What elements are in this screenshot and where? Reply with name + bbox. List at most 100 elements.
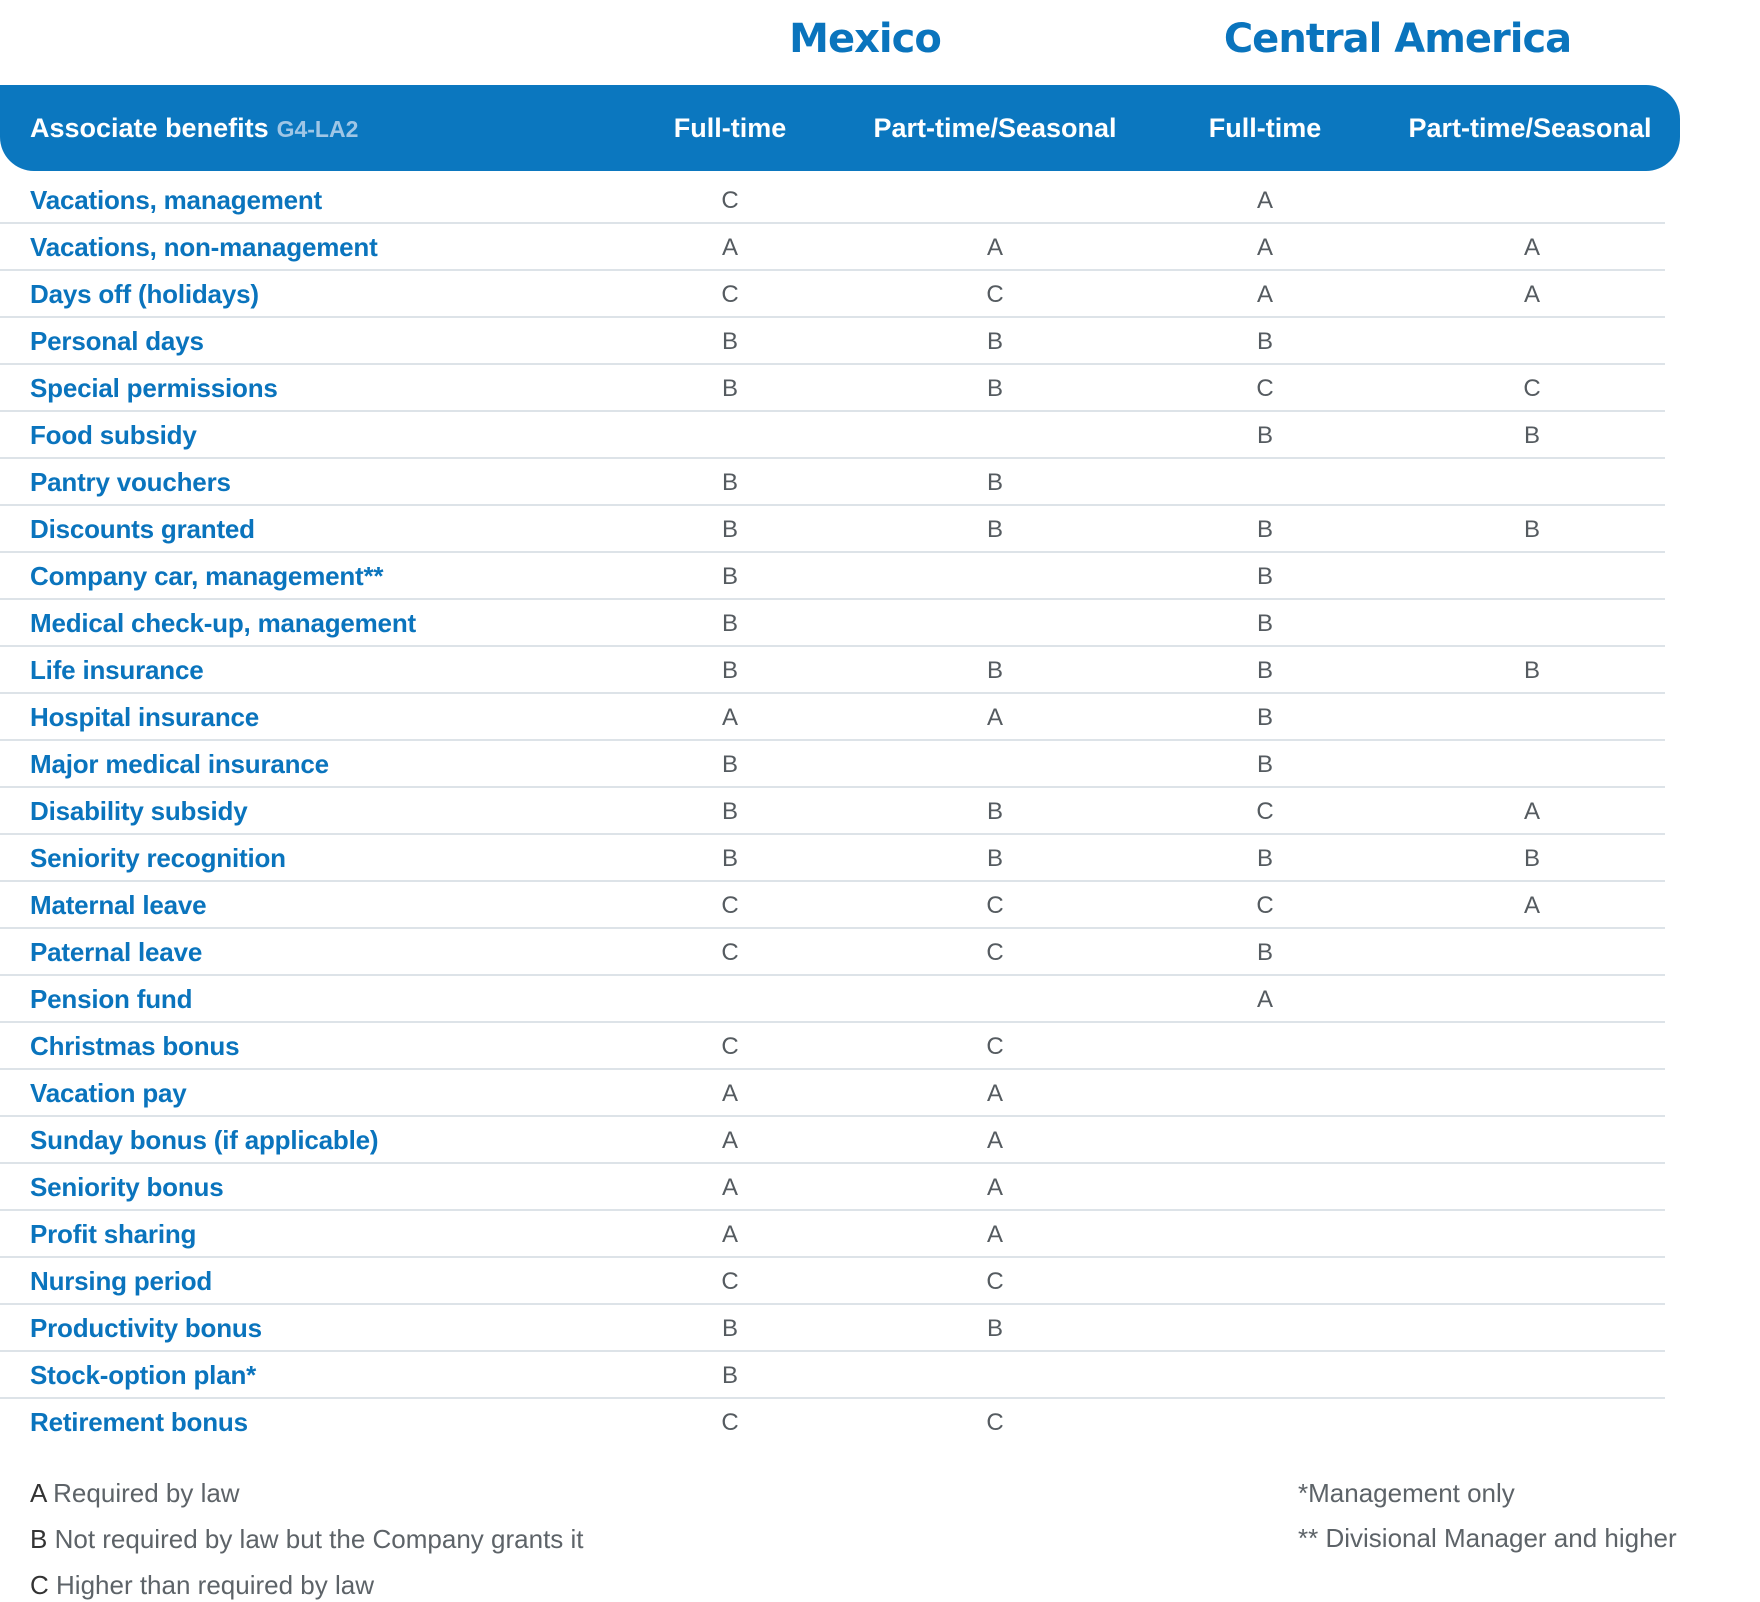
cell-mexico-part-time: B	[986, 375, 1003, 402]
cell-mexico-full-time: C	[721, 939, 739, 966]
cell-mexico-full-time: B	[721, 845, 738, 872]
cell-mexico-part-time: A	[986, 1080, 1003, 1107]
table-row: Disability subsidy B B C A	[0, 788, 1760, 835]
cell-ca-part-time: A	[1523, 798, 1540, 825]
cell-mexico-part-time: C	[986, 1409, 1004, 1436]
cell-ca-full-time: B	[1256, 751, 1273, 778]
header-ca-part-time: Part-time/Seasonal	[1408, 113, 1652, 143]
table-row: Vacations, non-management A A A A	[0, 224, 1760, 271]
cell-ca-full-time: B	[1256, 704, 1273, 731]
cell-mexico-full-time: C	[721, 1268, 739, 1295]
cell-ca-part-time: B	[1523, 516, 1540, 543]
cell-mexico-full-time: B	[721, 610, 738, 637]
cell-mexico-full-time: B	[721, 751, 738, 778]
table-row: Company car, management** B B	[0, 553, 1760, 600]
cell-mexico-part-time: C	[986, 1268, 1004, 1295]
cell-mexico-full-time: A	[721, 1127, 738, 1154]
legend-text: Not required by law but the Company gran…	[54, 1524, 584, 1554]
table-row: Pantry vouchers B B	[0, 459, 1760, 506]
cell-mexico-part-time: A	[986, 1221, 1003, 1248]
cell-ca-full-time: C	[1256, 375, 1274, 402]
benefit-label: Sunday bonus (if applicable)	[30, 1125, 379, 1155]
benefit-label: Pension fund	[30, 984, 193, 1014]
table-row: Nursing period C C	[0, 1258, 1760, 1305]
cell-mexico-part-time: C	[986, 892, 1004, 919]
table-row: Personal days B B B	[0, 318, 1760, 365]
cell-mexico-full-time: B	[721, 469, 738, 496]
table-header: Associate benefits G4-LA2 Full-time Part-…	[0, 85, 1680, 171]
cell-ca-full-time: A	[1256, 986, 1273, 1013]
benefit-label: Retirement bonus	[30, 1407, 248, 1437]
benefit-label: Days off (holidays)	[30, 279, 259, 309]
benefit-label: Hospital insurance	[30, 702, 260, 732]
table-row: Medical check-up, management B B	[0, 600, 1760, 647]
legend-key: A	[30, 1478, 46, 1508]
header-ca-full-time: Full-time	[1208, 113, 1322, 143]
cell-mexico-part-time: A	[986, 1127, 1003, 1154]
legend-item-a: A Required by law	[30, 1476, 240, 1510]
benefits-table-body: Vacations, management C A Vacations, non-ma…	[0, 177, 1760, 1446]
cell-mexico-full-time: C	[721, 281, 739, 308]
cell-mexico-part-time: A	[986, 704, 1003, 731]
table-row: Food subsidy B B	[0, 412, 1760, 459]
cell-mexico-full-time: C	[721, 187, 739, 214]
cell-mexico-full-time: A	[721, 1221, 738, 1248]
table-row: Life insurance B B B B	[0, 647, 1760, 694]
legend-text: Higher than required by law	[56, 1570, 374, 1600]
cell-mexico-part-time: B	[986, 516, 1003, 543]
benefit-label: Vacation pay	[30, 1078, 187, 1108]
legend-text: Required by law	[53, 1478, 240, 1508]
cell-ca-full-time: A	[1256, 281, 1273, 308]
cell-mexico-full-time: C	[721, 1033, 739, 1060]
benefit-label: Company car, management**	[30, 561, 384, 591]
cell-mexico-full-time: B	[721, 563, 738, 590]
benefit-label: Special permissions	[30, 373, 278, 403]
cell-mexico-full-time: B	[721, 1315, 738, 1342]
cell-mexico-full-time: A	[721, 1080, 738, 1107]
table-row: Days off (holidays) C C A A	[0, 271, 1760, 318]
table-row: Maternal leave C C C A	[0, 882, 1760, 929]
benefit-label: Seniority recognition	[30, 843, 286, 873]
gri-code: G4-LA2	[276, 116, 359, 142]
cell-mexico-full-time: B	[721, 516, 738, 543]
cell-mexico-part-time: B	[986, 657, 1003, 684]
cell-mexico-part-time: B	[986, 845, 1003, 872]
cell-mexico-part-time: A	[986, 234, 1003, 261]
cell-ca-full-time: B	[1256, 657, 1273, 684]
benefit-label: Seniority bonus	[30, 1172, 224, 1202]
legend-key: C	[30, 1570, 49, 1600]
table-row: Pension fund A	[0, 976, 1760, 1023]
cell-ca-full-time: C	[1256, 892, 1274, 919]
benefit-label: Christmas bonus	[30, 1031, 240, 1061]
benefit-label: Disability subsidy	[30, 796, 248, 826]
benefit-label: Discounts granted	[30, 514, 255, 544]
benefit-label: Productivity bonus	[30, 1313, 262, 1343]
cell-mexico-part-time: C	[986, 281, 1004, 308]
table-row: Vacation pay A A	[0, 1070, 1760, 1117]
table-row: Retirement bonus C C	[0, 1399, 1760, 1446]
cell-ca-part-time: A	[1523, 234, 1540, 261]
cell-ca-full-time: C	[1256, 798, 1274, 825]
cell-ca-full-time: B	[1256, 845, 1273, 872]
benefit-label: Profit sharing	[30, 1219, 197, 1249]
benefit-label: Stock-option plan*	[30, 1360, 257, 1390]
cell-ca-part-time: A	[1523, 892, 1540, 919]
cell-mexico-part-time: C	[986, 1033, 1004, 1060]
benefit-label: Major medical insurance	[30, 749, 329, 779]
table-row: Profit sharing A A	[0, 1211, 1760, 1258]
cell-mexico-full-time: A	[721, 704, 738, 731]
cell-mexico-part-time: B	[986, 469, 1003, 496]
cell-ca-full-time: B	[1256, 563, 1273, 590]
region-heading-mexico: Mexico	[789, 16, 942, 62]
cell-ca-full-time: B	[1256, 516, 1273, 543]
table-row: Paternal leave C C B	[0, 929, 1760, 976]
cell-ca-part-time: B	[1523, 845, 1540, 872]
cell-ca-full-time: B	[1256, 422, 1273, 449]
cell-mexico-full-time: C	[721, 892, 739, 919]
header-label-text: Associate benefits	[30, 113, 269, 143]
cell-ca-full-time: B	[1256, 939, 1273, 966]
benefit-label: Medical check-up, management	[30, 608, 416, 638]
table-row: Special permissions B B C C	[0, 365, 1760, 412]
benefit-label: Pantry vouchers	[30, 467, 231, 497]
cell-mexico-part-time: B	[986, 328, 1003, 355]
